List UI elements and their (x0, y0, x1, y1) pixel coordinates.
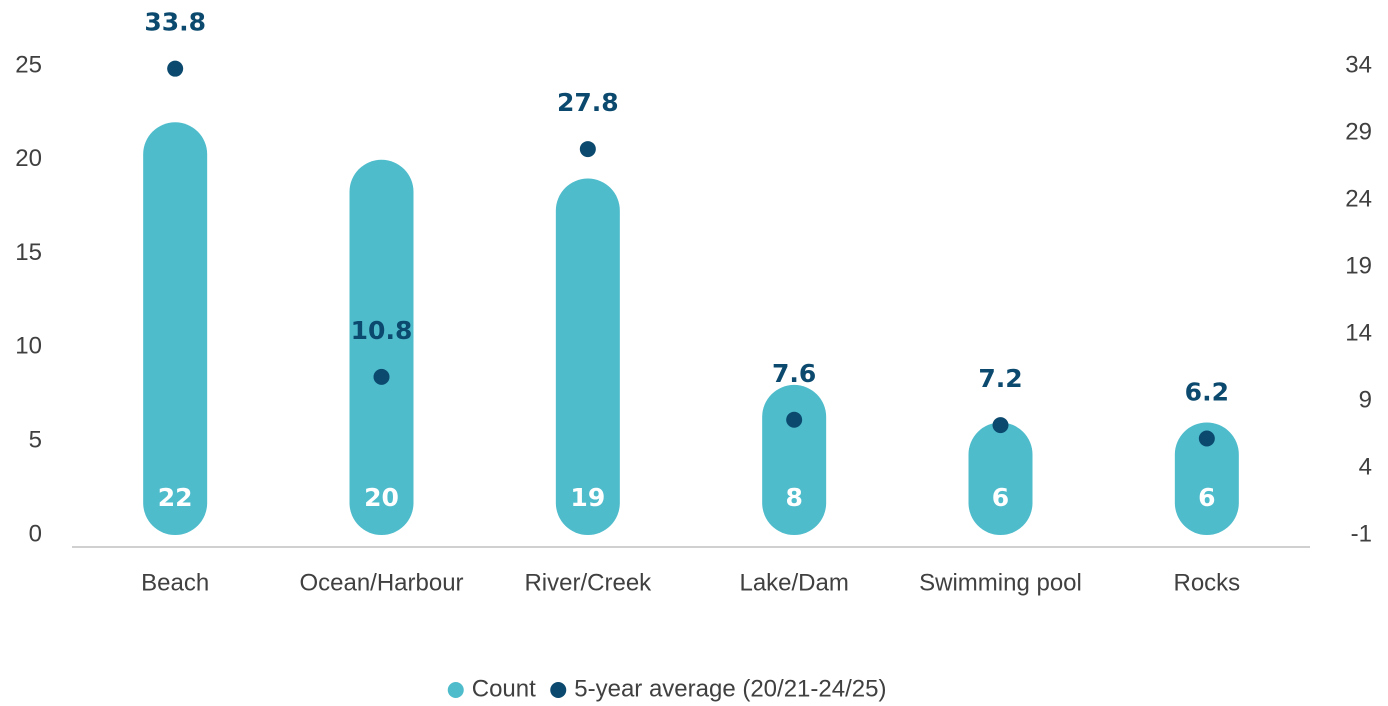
bar-value-label: 22 (158, 483, 193, 512)
y-tick-label: 5 (29, 427, 42, 454)
y2-tick-label: -1 (1351, 520, 1372, 547)
y2-tick-label: 29 (1345, 118, 1372, 145)
bar-value-label: 19 (570, 483, 605, 512)
x-tick-label: Swimming pool (919, 569, 1082, 596)
bar (1174, 422, 1239, 535)
bar-value-label: 8 (785, 483, 802, 512)
point-value-label: 6.2 (1185, 378, 1229, 407)
y-tick-label: 20 (15, 145, 42, 172)
x-tick-label: Rocks (1173, 569, 1240, 596)
point-value-label: 33.8 (144, 8, 206, 37)
y2-tick-label: 14 (1345, 319, 1372, 346)
bar (143, 122, 208, 535)
bar-value-label: 20 (364, 483, 399, 512)
y2-tick-label: 24 (1345, 185, 1372, 212)
point (786, 411, 803, 428)
point (579, 141, 596, 158)
point-value-label: 27.8 (557, 88, 619, 117)
x-tick-label: Ocean/Harbour (299, 569, 463, 596)
y2-tick-label: 34 (1345, 51, 1372, 78)
point (1198, 430, 1215, 447)
bar (968, 422, 1033, 535)
x-tick-label: Beach (141, 569, 209, 596)
x-tick-label: Lake/Dam (739, 569, 848, 596)
bar (762, 384, 827, 535)
legend-swatch (447, 682, 464, 698)
x-tick-label: River/Creek (524, 569, 652, 596)
y-tick-label: 10 (15, 333, 42, 360)
point (373, 368, 390, 385)
legend-label: Count (472, 675, 536, 702)
point-value-label: 7.6 (772, 359, 816, 388)
point (992, 417, 1009, 434)
bar-value-label: 6 (1198, 483, 1215, 512)
y-tick-label: 0 (29, 520, 42, 547)
y2-tick-label: 9 (1359, 386, 1372, 413)
legend-swatch (550, 682, 567, 698)
legend-label: 5-year average (20/21-24/25) (574, 675, 886, 702)
y2-tick-label: 19 (1345, 252, 1372, 279)
y2-tick-label: 4 (1359, 453, 1372, 480)
bar (555, 178, 620, 535)
point-value-label: 10.8 (351, 316, 413, 345)
point-value-label: 7.2 (978, 364, 1022, 393)
point (167, 60, 184, 77)
bar-value-label: 6 (992, 483, 1009, 512)
y-tick-label: 25 (15, 51, 42, 78)
y-tick-label: 15 (15, 239, 42, 266)
bar (349, 159, 414, 536)
